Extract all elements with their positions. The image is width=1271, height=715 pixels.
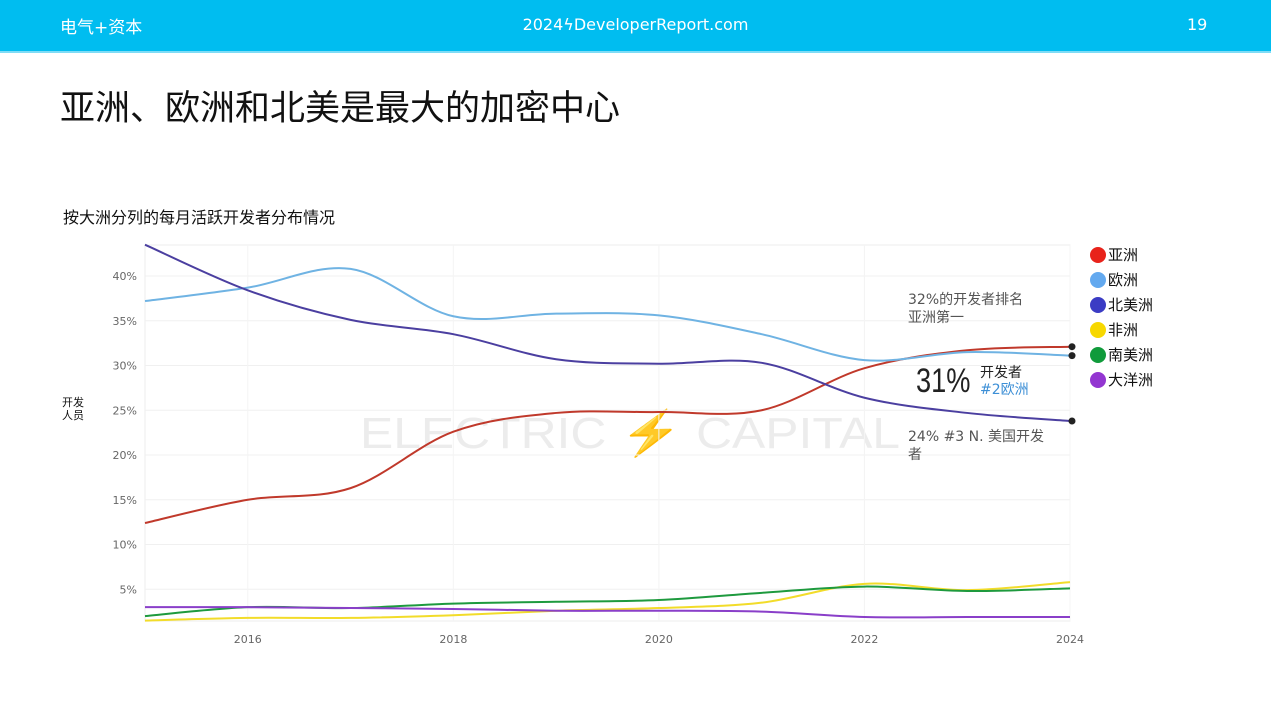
legend-dot-icon (1090, 296, 1106, 313)
europe-annotation: 开发者 #2欧洲 (980, 365, 1029, 399)
legend-dot-icon (1090, 246, 1106, 263)
chart-title: 按大洲分列的每月活跃开发者分布情况 (63, 208, 336, 227)
legend-dot-icon (1090, 271, 1106, 288)
europe-label: 开发者 (980, 365, 1022, 381)
y-axis-label: 开发人员 (62, 396, 84, 422)
asia-annotation: 32%的开发者排名亚洲第一 (908, 292, 1024, 326)
y-tick-label: 30% (113, 360, 137, 373)
legend: 亚洲欧洲北美洲非洲南美洲大洋洲 (1090, 242, 1153, 392)
series-line-5 (144, 606, 1070, 619)
legend-label: 非洲 (1108, 321, 1139, 339)
legend-dot-icon (1090, 371, 1106, 388)
legend-dot-icon (1090, 321, 1106, 338)
legend-item: 大洋洲 (1090, 367, 1153, 392)
y-tick-label: 25% (113, 404, 137, 417)
legend-label: 亚洲 (1108, 246, 1139, 264)
legend-item: 欧洲 (1090, 267, 1153, 292)
legend-item: 南美洲 (1090, 342, 1153, 367)
legend-item: 非洲 (1090, 317, 1153, 342)
series-line-1 (144, 267, 1071, 362)
site-url: 2024ϟDeveloperReport.com (522, 15, 749, 34)
series-line-2 (144, 243, 1071, 422)
legend-label: 欧洲 (1108, 271, 1139, 289)
y-tick-label: 35% (113, 315, 137, 328)
x-tick-label: 2022 (850, 633, 878, 646)
y-tick-label: 10% (113, 539, 137, 552)
header-bar: 电气+资本 2024ϟDeveloperReport.com 19 (0, 0, 1271, 53)
legend-label: 南美洲 (1108, 346, 1154, 364)
legend-label: 北美洲 (1108, 296, 1154, 314)
page-number: 19 (1187, 15, 1208, 34)
x-tick-label: 2016 (234, 633, 262, 646)
y-tick-label: 5% (120, 583, 137, 596)
legend-item: 亚洲 (1090, 242, 1153, 267)
series-line-3 (144, 581, 1071, 622)
europe-big-percent: 31% (916, 362, 971, 400)
x-tick-label: 2018 (439, 633, 467, 646)
series-end-dot (1068, 417, 1076, 425)
na-annotation: 24% #3 N. 美国开发者 (908, 429, 1045, 463)
series-end-dot (1068, 343, 1076, 351)
y-tick-label: 40% (113, 270, 137, 283)
page-title: 亚洲、欧洲和北美是最大的加密中心 (60, 89, 621, 129)
x-tick-label: 2024 (1056, 633, 1084, 646)
series-end-dot (1068, 352, 1076, 360)
watermark-logo: ELECTRIC ⚡ CAPITAL (360, 408, 900, 459)
legend-dot-icon (1090, 346, 1106, 363)
y-tick-label: 20% (113, 449, 137, 462)
brand: 电气+资本 (60, 18, 143, 38)
x-tick-label: 2020 (645, 633, 673, 646)
legend-label: 大洋洲 (1108, 371, 1154, 389)
legend-item: 北美洲 (1090, 292, 1153, 317)
europe-rank: #2欧洲 (980, 382, 1029, 398)
y-tick-label: 15% (113, 494, 137, 507)
